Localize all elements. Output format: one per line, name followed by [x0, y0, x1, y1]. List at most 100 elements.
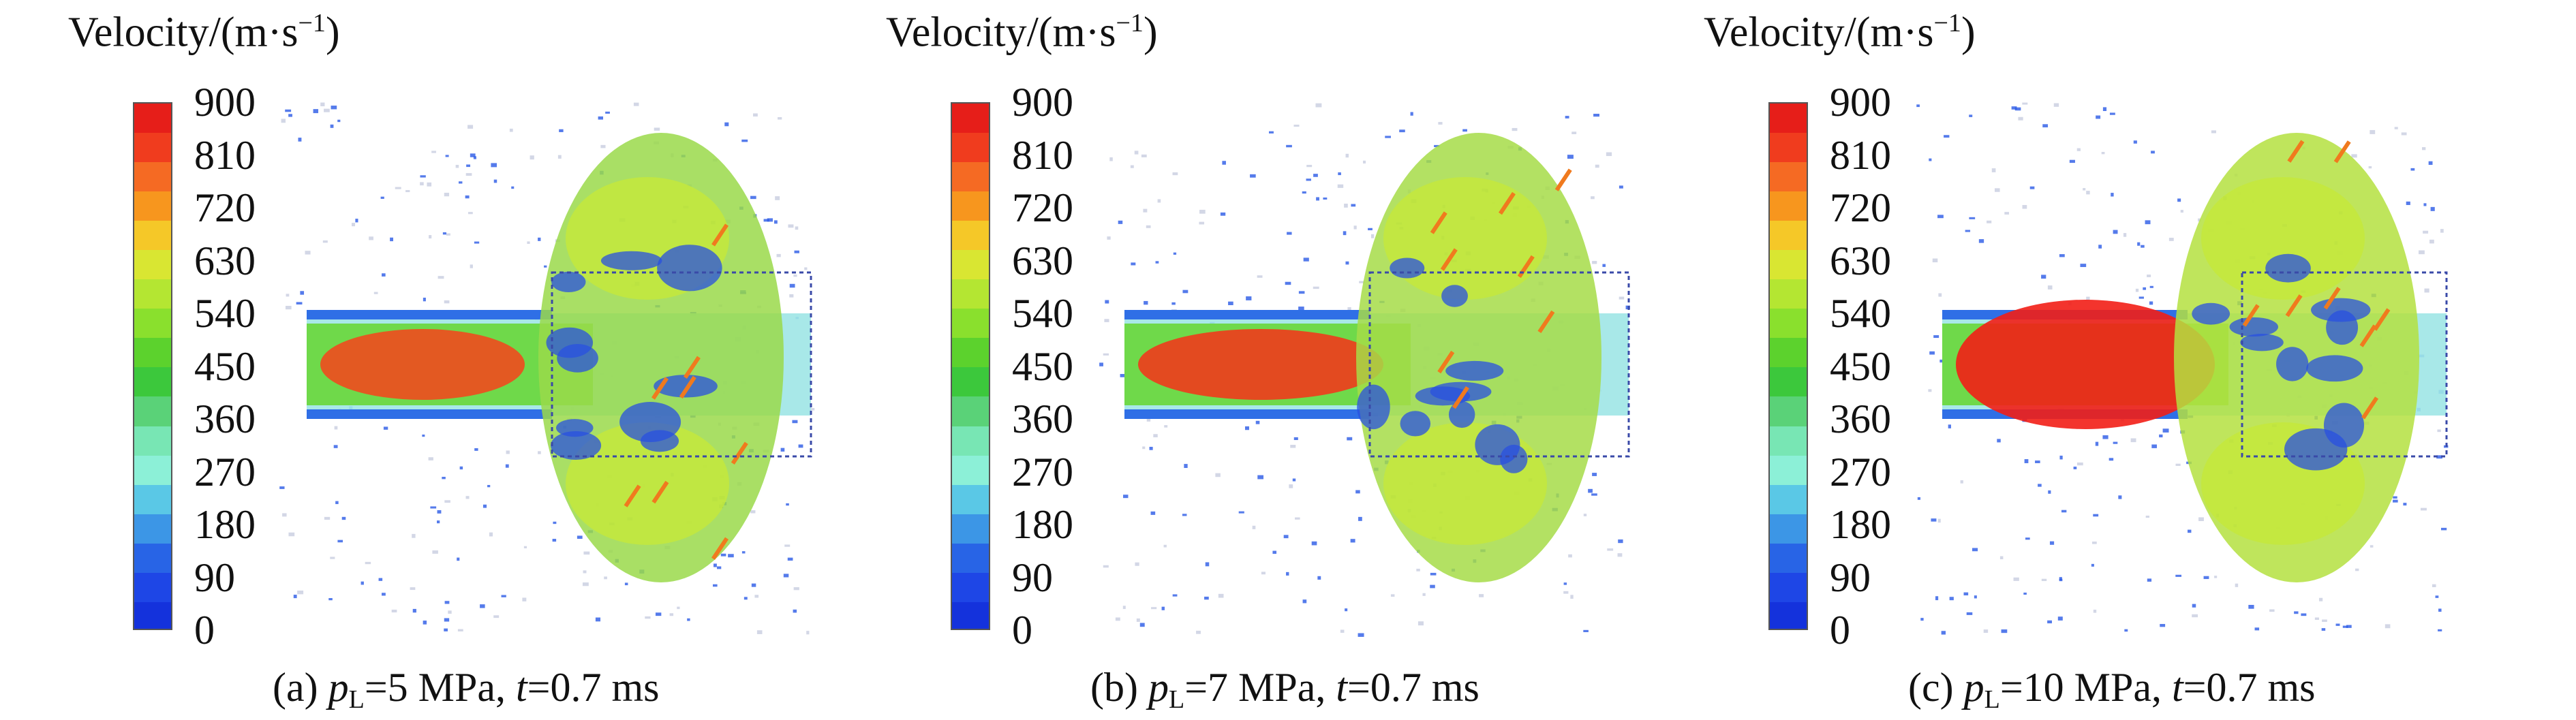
colorbar-title-text: Velocity/(m·s	[1704, 9, 1934, 56]
droplet	[1933, 335, 1939, 339]
droplet	[1120, 374, 1125, 377]
droplet	[1618, 539, 1623, 544]
droplet	[2147, 578, 2152, 582]
colorbar-title: Velocity/(m·s−1)	[1704, 8, 1976, 57]
droplet	[2130, 438, 2136, 443]
colorbar-band	[952, 250, 989, 280]
droplet	[1963, 592, 1969, 596]
colorbar-tick-label: 630	[1012, 238, 1073, 283]
droplet	[530, 155, 534, 160]
droplet	[1563, 591, 1569, 594]
droplet	[1571, 131, 1577, 134]
droplet	[1252, 525, 1256, 529]
panel-a: Velocity/(m·s−1) 900 810 720 630 540 450 360 27…	[0, 0, 818, 720]
droplet	[482, 504, 487, 508]
droplet	[2410, 168, 2415, 171]
droplet	[1131, 262, 1136, 266]
colorbar-band	[952, 191, 989, 221]
droplet	[2346, 625, 2352, 628]
colorbar-band	[952, 572, 989, 602]
droplet	[2101, 152, 2105, 155]
droplet	[2042, 124, 2049, 127]
droplet	[1317, 576, 1321, 580]
droplet	[559, 129, 564, 132]
droplet	[669, 613, 674, 616]
droplet	[430, 506, 437, 509]
pressure-symbol: p	[1963, 665, 1984, 710]
droplet	[501, 595, 506, 597]
droplet	[331, 106, 337, 110]
colorbar-band	[952, 455, 989, 485]
droplet	[794, 250, 799, 253]
droplet	[487, 484, 491, 488]
droplet	[2095, 441, 2099, 446]
colorbar-band	[952, 396, 989, 426]
droplet	[2041, 578, 2047, 582]
droplet	[806, 631, 810, 635]
time-symbol: t	[1336, 665, 1348, 710]
fast-streak	[711, 223, 729, 247]
droplet	[2061, 510, 2067, 513]
droplet	[1184, 464, 1188, 468]
droplet	[753, 113, 758, 117]
low-velocity-patch	[657, 245, 722, 292]
fast-streak	[2333, 140, 2351, 163]
droplet	[455, 165, 459, 168]
droplet	[1343, 231, 1347, 236]
fast-streak	[2323, 287, 2341, 310]
droplet	[322, 240, 328, 243]
droplet	[1164, 425, 1168, 428]
colorbar-title-close: )	[325, 9, 340, 56]
colorbar-band	[952, 309, 989, 339]
mesh-refinement-box	[2241, 271, 2448, 458]
outer-sheath-bottom	[1124, 409, 1370, 419]
droplet	[1182, 514, 1187, 516]
low-velocity-patch	[2192, 302, 2230, 325]
droplet	[2432, 584, 2436, 588]
droplet	[1937, 518, 1941, 523]
droplet	[2235, 583, 2239, 587]
droplet	[489, 532, 493, 537]
pressure-value: =5 MPa,	[364, 665, 516, 710]
droplet	[288, 532, 295, 537]
droplet	[2428, 161, 2433, 166]
droplet	[1172, 594, 1178, 597]
low-velocity-patch	[2229, 317, 2278, 337]
time-symbol: t	[516, 665, 527, 710]
droplet	[1228, 301, 1233, 305]
droplet	[1153, 434, 1158, 438]
droplet	[285, 306, 292, 310]
droplet	[557, 155, 562, 159]
colorbar-tick-label: 270	[1012, 449, 1073, 495]
colorbar-tick-label: 720	[1830, 185, 1891, 230]
droplet	[480, 604, 485, 608]
colorbar-band	[134, 455, 171, 485]
droplet	[1593, 114, 1599, 117]
droplet	[1422, 593, 1426, 596]
droplet	[552, 539, 557, 542]
droplet	[773, 220, 778, 224]
droplet	[2022, 204, 2027, 209]
low-velocity-patch	[555, 419, 594, 437]
droplet	[2102, 107, 2107, 111]
low-velocity-patch	[2276, 347, 2309, 381]
droplet	[2093, 514, 2099, 517]
droplet	[2022, 102, 2028, 105]
droplet	[775, 196, 780, 200]
droplet	[1390, 594, 1395, 597]
droplet	[1303, 257, 1309, 262]
droplet	[2091, 563, 2094, 567]
colorbar-band	[1770, 250, 1807, 280]
colorbar-tick-label: 0	[1830, 608, 1850, 653]
colorbar-tick-label: 900	[194, 80, 256, 125]
droplet	[1368, 228, 1373, 231]
droplet	[1103, 565, 1109, 568]
colorbar-title-text: Velocity/(m·s	[886, 9, 1116, 56]
outer-sheath-top	[307, 310, 552, 319]
time-symbol: t	[2172, 665, 2183, 710]
droplet	[1935, 596, 1939, 601]
droplet	[1257, 275, 1263, 278]
colorbar-title-exponent: −1	[1116, 9, 1144, 37]
droplet	[1222, 161, 1226, 165]
droplet	[1104, 319, 1109, 322]
